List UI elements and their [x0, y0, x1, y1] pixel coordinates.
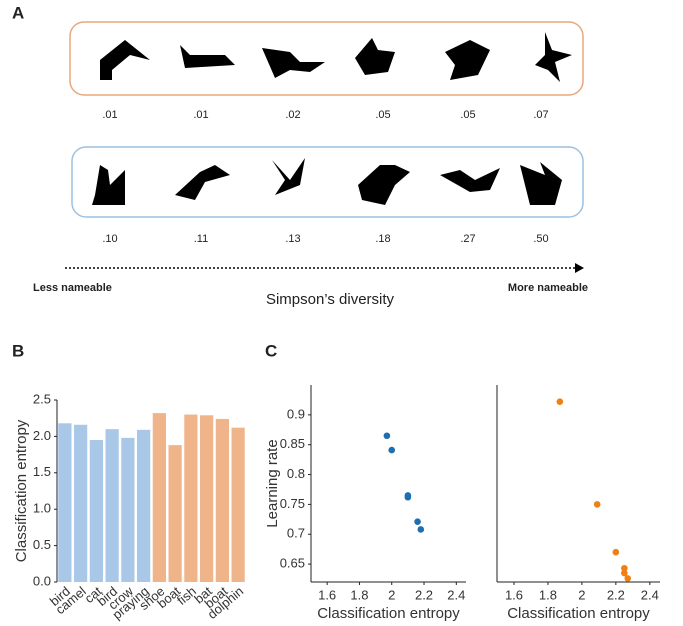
x-tick-label: 2.4 — [447, 587, 465, 602]
y-tick-label: 2.0 — [33, 428, 51, 443]
diversity-value: .01 — [193, 109, 208, 121]
point — [594, 501, 601, 508]
y-tick-label: 0.85 — [280, 436, 305, 451]
bar — [153, 413, 166, 582]
panel-label: B — [12, 341, 24, 360]
group-box — [72, 147, 583, 217]
arrow-head — [575, 263, 584, 273]
axis-label: Simpson’s diversity — [266, 291, 395, 308]
x-tick-label: 2 — [578, 587, 585, 602]
x-tick-label: 1.6 — [318, 587, 336, 602]
x-tick-label: 1.6 — [505, 587, 523, 602]
bar — [106, 429, 119, 582]
bar — [232, 428, 245, 582]
point — [388, 447, 395, 454]
bar — [216, 419, 229, 582]
y-tick-label: 2.5 — [33, 391, 51, 406]
bar — [169, 445, 182, 582]
x-tick-label: 2 — [388, 587, 395, 602]
point — [417, 526, 424, 533]
point — [557, 398, 564, 405]
x-tick-label: 1.8 — [350, 587, 368, 602]
x-axis-label: Classification entropy — [507, 605, 650, 622]
point — [384, 432, 391, 439]
x-tick-label: 2.4 — [641, 587, 659, 602]
x-tick-label: 2.2 — [415, 587, 433, 602]
x-axis-label: Classification entropy — [317, 605, 460, 622]
y-tick-label: 0.75 — [280, 496, 305, 511]
diversity-value: .50 — [533, 233, 548, 245]
bar — [74, 425, 87, 582]
diversity-value: .01 — [102, 109, 117, 121]
y-tick-label: 0.8 — [287, 466, 305, 481]
panel-label: C — [265, 341, 277, 360]
diversity-value: .27 — [460, 233, 475, 245]
point — [405, 494, 412, 501]
figure: A B C Less nameable More nameable Simpso… — [0, 0, 683, 626]
y-tick-label: 1.0 — [33, 501, 51, 516]
panel-label: A — [12, 3, 24, 22]
bar — [200, 415, 213, 582]
y-tick-label: 0.0 — [33, 573, 51, 588]
point — [613, 549, 620, 556]
diversity-value: .05 — [460, 109, 475, 121]
left-label: Less nameable — [33, 282, 112, 294]
y-tick-label: 0.65 — [280, 556, 305, 571]
y-tick-label: 0.5 — [33, 537, 51, 552]
tangram-shapes — [92, 32, 572, 205]
bar — [137, 430, 150, 582]
diversity-value: .05 — [375, 109, 390, 121]
bar — [90, 440, 103, 582]
y-tick-label: 1.5 — [33, 464, 51, 479]
y-tick-label: 0.9 — [287, 406, 305, 421]
diversity-value: .07 — [533, 109, 548, 121]
point — [624, 575, 631, 582]
point — [414, 518, 421, 525]
right-label: More nameable — [508, 282, 588, 294]
y-axis-label: Learning rate — [264, 439, 281, 527]
diversity-value: .02 — [285, 109, 300, 121]
y-axis-label: Classification entropy — [13, 419, 30, 562]
bar — [184, 415, 197, 582]
diversity-value: .18 — [375, 233, 390, 245]
diversity-value: .11 — [194, 233, 208, 245]
y-tick-label: 0.7 — [287, 526, 305, 541]
diversity-value: .13 — [285, 233, 300, 245]
diversity-value: .10 — [102, 233, 117, 245]
bar — [121, 438, 134, 582]
x-tick-label: 1.8 — [539, 587, 557, 602]
bar — [58, 423, 71, 582]
x-tick-label: 2.2 — [607, 587, 625, 602]
